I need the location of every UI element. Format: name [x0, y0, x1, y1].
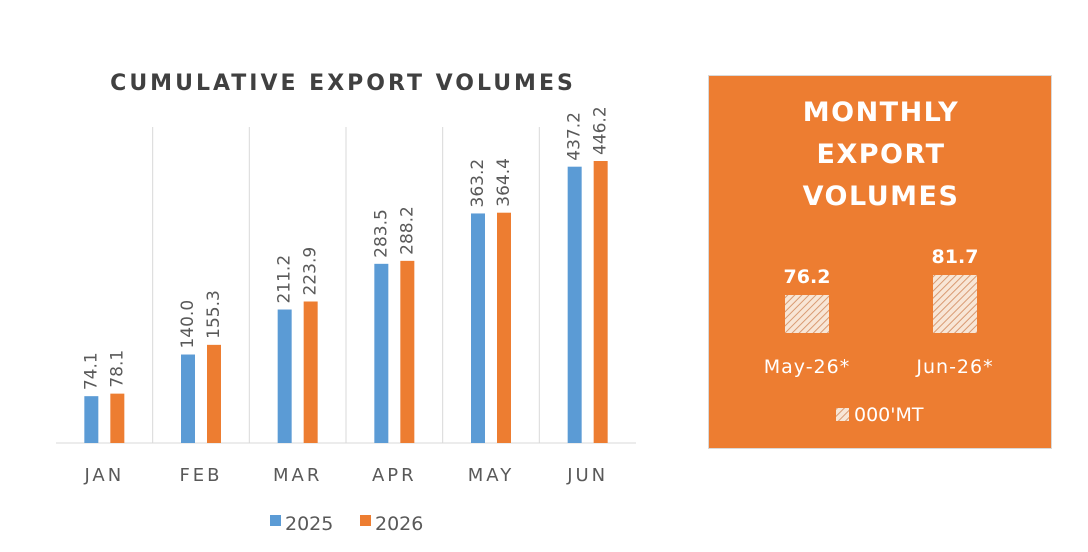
monthly-legend-swatch: [836, 408, 849, 421]
monthly-legend-label: 000'MT: [854, 404, 924, 426]
monthly-labels: 76.2 May-26* 81.7 Jun-26*: [764, 246, 993, 378]
category-label-jan: JAN: [83, 465, 124, 486]
bar-2025-jan: [84, 396, 99, 443]
legend-swatch-2026: [360, 515, 371, 526]
data-label-2025-apr: 283.5: [371, 209, 391, 258]
category-label-apr: APR: [372, 465, 417, 486]
data-label-2026-jan: 78.1: [107, 350, 127, 388]
bar-2026-feb: [207, 344, 221, 443]
cumulative-chart: CUMULATIVE EXPORT VOLUMES 74.1 78.1 140.0 1…: [56, 71, 636, 535]
monthly-bars: [785, 275, 977, 333]
chart-title: CUMULATIVE EXPORT VOLUMES: [110, 71, 576, 96]
legend: 2025 2026: [270, 513, 423, 535]
monthly-chart: 76.2 May-26* 81.7 Jun-26* 000'MT: [764, 246, 993, 426]
bar-2026-jan: [110, 393, 125, 443]
category-label-may: MAY: [468, 465, 514, 486]
monthly-bar-0: [785, 295, 829, 333]
category-label-feb: FEB: [179, 465, 222, 486]
grid-lines: [56, 127, 636, 444]
monthly-value-label-1: 81.7: [932, 246, 979, 268]
monthly-category-label-0: May-26*: [764, 356, 850, 378]
panel-title-line-3: VOLUMES: [802, 181, 960, 212]
data-label-2025-mar: 211.2: [275, 255, 295, 304]
data-label-2025-feb: 140.0: [178, 300, 198, 349]
bar-2025-feb: [181, 354, 195, 443]
data-label-2026-apr: 288.2: [397, 206, 417, 255]
monthly-value-label-0: 76.2: [784, 266, 831, 288]
data-label-2025-may: 363.2: [468, 159, 488, 208]
bar-2025-may: [471, 213, 485, 443]
category-labels: JAN FEB MAR APR MAY JUN: [83, 465, 608, 486]
monthly-panel: MONTHLY EXPORT VOLUMES 76.2 May-26* 81.7 Ju…: [708, 75, 1052, 449]
bar-2025-jun: [567, 166, 582, 443]
monthly-category-label-1: Jun-26*: [915, 356, 993, 378]
category-label-mar: MAR: [273, 465, 322, 486]
data-label-2026-mar: 223.9: [301, 247, 321, 296]
bar-2025-apr: [374, 263, 389, 443]
data-labels: 74.1 78.1 140.0 155.3 211.2 223.9 283.5 288.2 36…: [81, 106, 610, 390]
legend-label-2026: 2026: [375, 513, 423, 535]
data-label-2025-jan: 74.1: [81, 352, 101, 390]
bar-2025-mar: [277, 309, 292, 443]
legend-label-2025: 2025: [285, 513, 333, 535]
category-label-jun: JUN: [566, 465, 608, 486]
panel-title-line-1: MONTHLY: [802, 97, 960, 128]
data-label-2026-may: 364.4: [494, 158, 514, 207]
bar-2026-may: [497, 212, 511, 443]
monthly-bar-1: [933, 275, 977, 333]
monthly-legend: 000'MT: [836, 404, 924, 426]
legend-swatch-2025: [270, 515, 281, 526]
data-label-2025-jun: 437.2: [565, 112, 585, 161]
data-label-2026-feb: 155.3: [204, 290, 224, 339]
bar-2026-jun: [593, 161, 608, 444]
data-label-2026-jun: 446.2: [591, 106, 611, 155]
panel-title-line-2: EXPORT: [816, 139, 946, 170]
bar-2026-mar: [303, 301, 318, 443]
bars: [84, 161, 608, 444]
bar-2026-apr: [400, 260, 415, 443]
